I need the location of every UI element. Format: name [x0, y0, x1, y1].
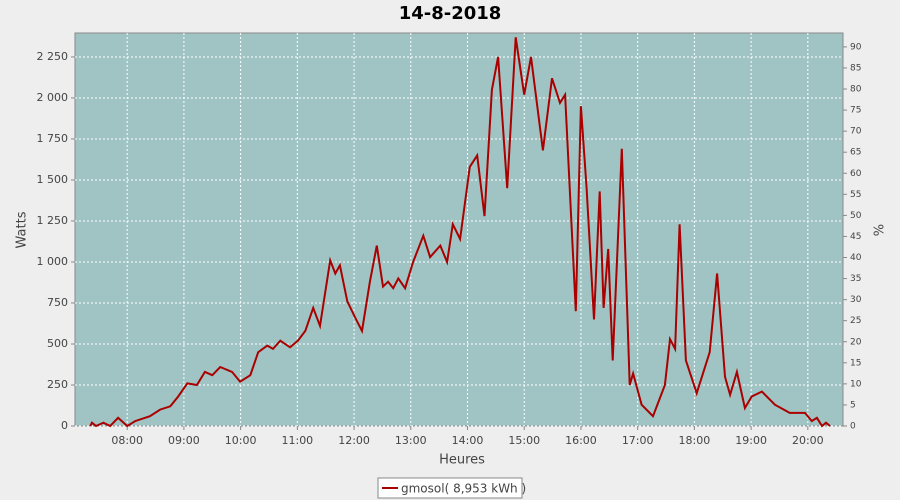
y-tick-label: 1 750	[37, 132, 69, 145]
x-tick-label: 16:00	[565, 434, 597, 447]
y2-tick-label: 15	[850, 358, 861, 368]
y2-axis-label: %	[873, 224, 888, 236]
y2-tick-label: 50	[850, 211, 862, 221]
y2-tick-label: 5	[850, 400, 856, 410]
x-tick-label: 15:00	[508, 434, 540, 447]
x-tick-label: 09:00	[168, 434, 200, 447]
y-axis-label: Watts	[15, 211, 30, 248]
y-tick-label: 2 000	[37, 91, 69, 104]
y2-tick-label: 20	[850, 337, 862, 347]
y-tick-label: 1 250	[37, 214, 69, 227]
legend-label: gmosol( 8,953 kWh )	[401, 482, 526, 496]
y2-tick-label: 70	[850, 127, 862, 137]
y2-tick-label: 0	[850, 422, 856, 432]
y2-tick-label: 10	[850, 379, 862, 389]
data-line	[89, 37, 831, 428]
y2-tick-label: 35	[850, 274, 861, 284]
y-tick-label: 250	[47, 378, 68, 391]
y2-tick-label: 85	[850, 63, 861, 73]
y2-tick-label: 25	[850, 316, 861, 326]
x-tick-label: 10:00	[225, 434, 257, 447]
y2-tick-label: 40	[850, 253, 862, 263]
plot-area	[74, 32, 844, 427]
y2-tick-label: 90	[850, 42, 862, 52]
x-tick-label: 12:00	[338, 434, 370, 447]
y2-tick-label: 55	[850, 190, 861, 200]
y2-tick-label: 30	[850, 295, 862, 305]
x-tick-label: 18:00	[679, 434, 711, 447]
x-axis-label: Heures	[439, 453, 485, 468]
y2-tick-label: 65	[850, 148, 861, 158]
y-tick-label: 1 500	[37, 173, 69, 186]
x-tick-label: 20:00	[792, 434, 824, 447]
y-tick-label: 1 000	[37, 255, 69, 268]
chart-title: 14-8-2018	[399, 3, 502, 24]
x-tick-label: 13:00	[395, 434, 427, 447]
y2-tick-label: 45	[850, 232, 861, 242]
x-tick-label: 08:00	[111, 434, 143, 447]
y-tick-label: 2 250	[37, 50, 69, 63]
x-tick-label: 17:00	[622, 434, 654, 447]
y-tick-label: 0	[61, 419, 68, 432]
x-tick-label: 19:00	[735, 434, 767, 447]
y2-tick-label: 80	[850, 85, 862, 95]
y2-tick-label: 60	[850, 169, 862, 179]
x-tick-label: 11:00	[281, 434, 313, 447]
legend-box	[377, 477, 523, 499]
x-tick-label: 14:00	[452, 434, 484, 447]
y-tick-label: 500	[47, 337, 68, 350]
y-tick-label: 750	[47, 296, 68, 309]
y2-tick-label: 75	[850, 106, 861, 116]
